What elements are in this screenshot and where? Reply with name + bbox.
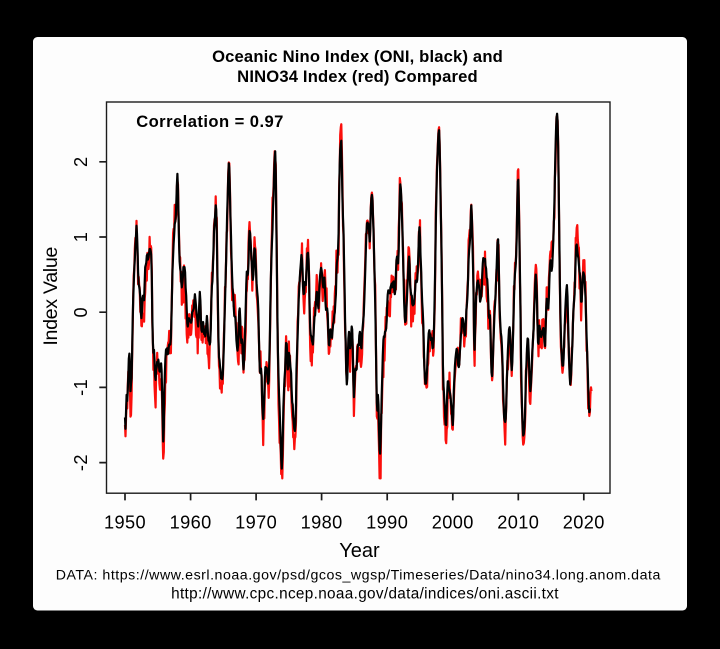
svg-text:NINO34 Index (red) Compared: NINO34 Index (red) Compared xyxy=(237,67,478,86)
svg-text:1970: 1970 xyxy=(235,513,277,533)
svg-text:2010: 2010 xyxy=(497,513,539,533)
svg-text:Correlation = 0.97: Correlation = 0.97 xyxy=(136,112,284,131)
svg-text:1960: 1960 xyxy=(170,513,212,533)
svg-text:2000: 2000 xyxy=(432,513,474,533)
svg-text:-2: -2 xyxy=(71,454,91,471)
svg-text:-1: -1 xyxy=(71,379,91,396)
svg-text:1990: 1990 xyxy=(366,513,408,533)
svg-text:http://www.cpc.ncep.noaa.gov/d: http://www.cpc.ncep.noaa.gov/data/indice… xyxy=(171,586,559,603)
svg-text:Oceanic Nino Index (ONI, black: Oceanic Nino Index (ONI, black) and xyxy=(212,47,503,66)
svg-text:2020: 2020 xyxy=(563,513,605,533)
svg-text:1980: 1980 xyxy=(301,513,343,533)
svg-text:0: 0 xyxy=(71,307,91,318)
svg-text:Index Value: Index Value xyxy=(40,247,62,346)
svg-text:Year: Year xyxy=(339,540,380,562)
svg-text:DATA: https://www.esrl.noaa.go: DATA: https://www.esrl.noaa.gov/psd/gcos… xyxy=(56,568,661,584)
svg-text:1950: 1950 xyxy=(104,513,146,533)
svg-text:1: 1 xyxy=(71,232,91,243)
svg-text:2: 2 xyxy=(71,157,91,168)
